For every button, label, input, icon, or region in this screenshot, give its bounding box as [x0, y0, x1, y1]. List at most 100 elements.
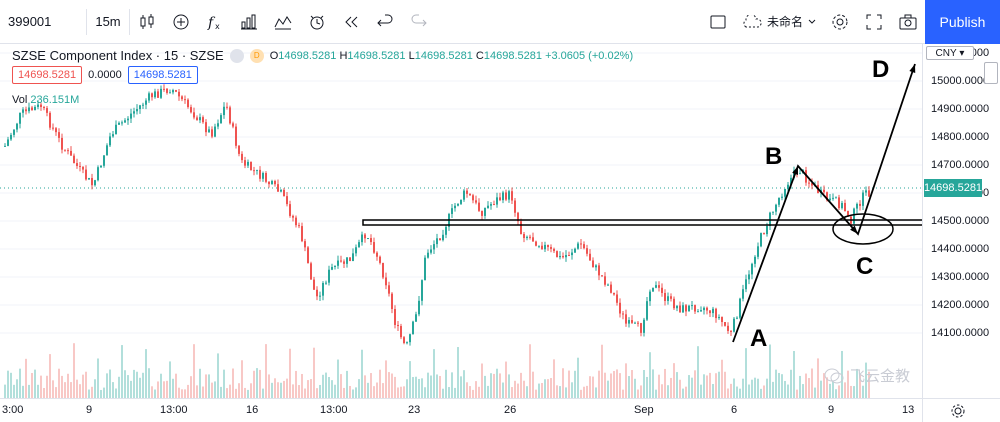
volume-bar: [739, 388, 741, 398]
currency-selector[interactable]: CNY ▾: [926, 46, 974, 60]
candle-body: [841, 202, 843, 209]
volume-bar: [154, 389, 156, 398]
candle-body: [715, 308, 717, 319]
price-chart[interactable]: [0, 44, 922, 398]
candle-body: [394, 309, 396, 325]
volume-bar: [37, 384, 39, 398]
watermark-text: 飞云金教: [850, 368, 911, 385]
candle-body: [574, 248, 576, 253]
volume-bar: [433, 349, 435, 398]
volume-bar: [340, 374, 342, 398]
alert-clock-icon[interactable]: [300, 0, 334, 44]
volume-bar: [16, 379, 18, 398]
candle-body: [310, 263, 312, 280]
candle-body: [415, 314, 417, 322]
candle-body: [760, 233, 762, 247]
volume-bar: [529, 344, 531, 398]
candle-body: [868, 190, 870, 197]
fullscreen-icon[interactable]: [857, 0, 891, 44]
price-scale[interactable]: 15100.000015000.000014900.000014800.0000…: [922, 44, 1000, 398]
layout-select-icon[interactable]: [701, 0, 735, 44]
volume-bar: [148, 368, 150, 398]
candle-body: [835, 197, 837, 199]
volume-bar: [574, 370, 576, 398]
candle-body: [397, 324, 399, 327]
candle-body: [217, 123, 219, 127]
settings-gear-icon[interactable]: [823, 0, 857, 44]
volume-bar: [550, 378, 552, 398]
redo-icon[interactable]: [402, 0, 436, 44]
volume-bar: [772, 381, 774, 398]
candle-body: [436, 238, 438, 245]
financials-icon[interactable]: [232, 0, 266, 44]
volume-bar: [244, 387, 246, 398]
volume-bar: [652, 369, 654, 398]
volume-bar: [442, 388, 444, 398]
volume-bar: [670, 377, 672, 398]
volume-bar: [409, 361, 411, 398]
volume-bar: [64, 382, 66, 398]
volume-bar: [622, 389, 624, 398]
candle-body: [685, 305, 687, 312]
candle-body: [337, 260, 339, 266]
replay-icon[interactable]: [334, 0, 368, 44]
volume-bar: [505, 361, 507, 398]
camera-icon[interactable]: [891, 0, 925, 44]
volume-bar: [439, 375, 441, 398]
layout-name-button[interactable]: 未命名: [735, 13, 823, 30]
chart-pane[interactable]: [0, 44, 922, 398]
volume-bar: [325, 372, 327, 398]
volume-bar: [256, 368, 258, 398]
volume-bar: [460, 376, 462, 398]
candle-body: [790, 177, 792, 185]
volume-bar: [250, 383, 252, 398]
templates-icon[interactable]: [266, 0, 300, 44]
buy-price-box[interactable]: 14698.5281: [127, 66, 198, 84]
volume-bar: [289, 348, 291, 398]
volume-bar: [601, 344, 603, 398]
interval-button[interactable]: 15m: [95, 14, 121, 29]
volume-bar: [787, 384, 789, 398]
volume-bar: [322, 374, 324, 398]
volume-bar: [730, 383, 732, 398]
candle-body: [292, 215, 294, 218]
time-scale[interactable]: 3:00 9 13:00 16 13:00 23 26 Sep 6 9 13: [0, 398, 922, 422]
candle-body: [370, 238, 372, 243]
volume-bar: [820, 380, 822, 398]
compare-icon[interactable]: [164, 0, 198, 44]
volume-bar: [310, 379, 312, 398]
candle-body: [139, 105, 141, 110]
volume-bar: [817, 358, 819, 398]
volume-bar: [457, 347, 459, 398]
volume-bar: [484, 375, 486, 398]
sell-price-box[interactable]: 14698.5281: [12, 66, 83, 84]
publish-button[interactable]: Publish: [925, 0, 1000, 44]
candle-body: [712, 308, 714, 314]
symbol-search-button[interactable]: 399001: [8, 14, 52, 29]
volume-bar: [481, 363, 483, 398]
candle-body: [631, 320, 633, 323]
candle-body: [580, 243, 582, 245]
candle-body: [688, 305, 690, 312]
volume-bar: [382, 383, 384, 398]
toolbar-divider: [129, 8, 130, 35]
candle-body: [691, 305, 693, 307]
candle-body: [25, 109, 27, 112]
candle-body: [421, 280, 423, 301]
candle-body: [757, 246, 759, 257]
volume-bar: [121, 345, 123, 398]
candle-body: [160, 88, 162, 98]
volume-bar: [568, 370, 570, 398]
candle-body: [619, 302, 621, 314]
candle-body: [382, 262, 384, 278]
candles-icon[interactable]: [130, 0, 164, 44]
scale-scroll-button[interactable]: [984, 62, 998, 84]
candle-body: [403, 337, 405, 344]
undo-icon[interactable]: [368, 0, 402, 44]
time-tick-label: 16: [246, 404, 259, 416]
candle-body: [646, 301, 648, 320]
volume-bar: [343, 387, 345, 398]
candle-body: [568, 255, 570, 257]
chart-settings-corner[interactable]: [922, 398, 1000, 422]
